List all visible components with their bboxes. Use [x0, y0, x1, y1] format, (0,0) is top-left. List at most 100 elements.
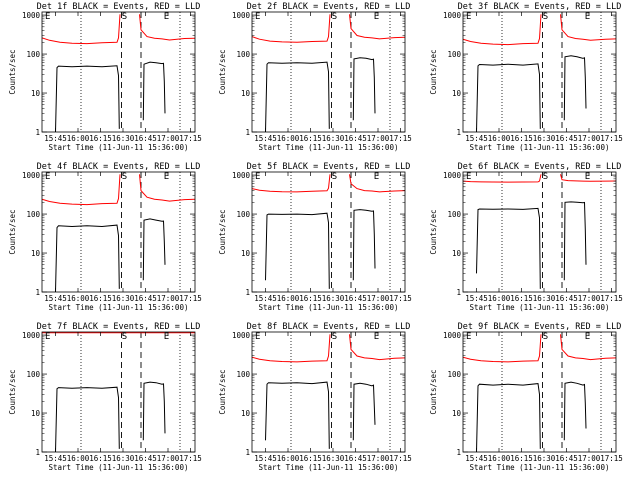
y-tick-label: 10 — [241, 89, 251, 98]
x-axis-label: Start Time (11-Jun-11 15:36:00) — [470, 143, 610, 152]
end-marker-label: E — [164, 332, 169, 342]
events-series-line — [563, 201, 587, 281]
x-tick-label: 16:30 — [533, 134, 556, 143]
end-marker-label: E — [45, 172, 50, 182]
x-tick-label: 16:15 — [299, 134, 322, 143]
panel-data — [42, 12, 195, 132]
y-tick-label: 10 — [452, 89, 462, 98]
y-tick-label: 1 — [35, 448, 40, 457]
y-tick-label: 10 — [31, 89, 41, 98]
x-tick-label: 16:15 — [89, 294, 112, 303]
panel-data — [463, 172, 616, 292]
x-tick-label: 16:45 — [555, 134, 578, 143]
events-series-line — [265, 381, 330, 449]
panel-frame — [251, 11, 406, 133]
x-tick-label: 17:00 — [157, 134, 180, 143]
lld-series-line — [42, 14, 121, 45]
y-tick-label: 10 — [452, 409, 462, 418]
end-marker-label: E — [374, 172, 379, 182]
panel-frame — [41, 331, 196, 453]
x-tick-label: 16:00 — [277, 454, 300, 463]
panel-title: Det 3f BLACK = Events, RED = LLD — [458, 2, 622, 12]
panel-title: Det 4f BLACK = Events, RED = LLD — [37, 162, 201, 172]
start-marker-label: S — [122, 332, 127, 342]
end-marker-label: E — [466, 332, 471, 342]
lld-series-line — [463, 174, 542, 183]
end-marker-label: E — [374, 12, 379, 22]
x-tick-label: 17:00 — [367, 454, 390, 463]
events-series-line — [142, 381, 166, 441]
x-tick-label: 16:15 — [89, 454, 112, 463]
y-tick-label: 1 — [456, 128, 461, 137]
events-series-line — [142, 218, 166, 281]
lld-series-line — [139, 14, 195, 41]
panel-title: Det 1f BLACK = Events, RED = LLD — [37, 2, 201, 12]
x-tick-label: 15:45 — [44, 134, 67, 143]
lld-series-line — [252, 174, 331, 193]
panel-data — [252, 12, 405, 132]
x-tick-label: 15:45 — [254, 134, 277, 143]
start-marker-label: S — [332, 172, 337, 182]
x-tick-label: 16:30 — [112, 134, 135, 143]
lld-series-line — [349, 334, 405, 361]
lld-series-line — [349, 14, 405, 40]
x-tick-label: 17:15 — [600, 294, 623, 303]
end-marker-label: E — [585, 172, 590, 182]
start-marker-label: S — [543, 172, 548, 182]
y-axis-label: Counts/sec — [429, 369, 438, 414]
start-marker-label: S — [122, 172, 127, 182]
y-tick-label: 1000 — [22, 171, 41, 180]
panel-data — [42, 172, 195, 292]
x-axis-label: Start Time (11-Jun-11 15:36:00) — [49, 303, 189, 312]
events-series-line — [55, 65, 120, 132]
events-series-line — [142, 61, 166, 121]
panel-title: Det 7f BLACK = Events, RED = LLD — [37, 322, 201, 332]
events-series-line — [55, 224, 120, 292]
panel-data — [463, 332, 616, 452]
start-marker-label: S — [332, 332, 337, 342]
x-tick-label: 15:45 — [465, 454, 488, 463]
end-marker-label: E — [164, 172, 169, 182]
end-marker-label: E — [585, 332, 590, 342]
y-tick-label: 100 — [236, 370, 250, 379]
panel-frame — [251, 171, 406, 293]
x-tick-label: 16:45 — [555, 454, 578, 463]
x-tick-label: 16:30 — [112, 294, 135, 303]
x-tick-label: 15:45 — [254, 294, 277, 303]
start-marker-label: S — [543, 332, 548, 342]
x-tick-label: 16:00 — [488, 454, 511, 463]
lld-series-line — [560, 334, 616, 361]
end-marker-label: E — [466, 12, 471, 22]
y-tick-label: 100 — [447, 370, 461, 379]
lld-series-line — [560, 174, 616, 182]
y-axis-label: Counts/sec — [8, 49, 17, 94]
x-tick-label: 16:00 — [277, 294, 300, 303]
end-marker-label: E — [45, 12, 50, 22]
x-tick-label: 17:15 — [179, 294, 202, 303]
end-marker-label: E — [255, 332, 260, 342]
y-tick-label: 1000 — [232, 331, 251, 340]
events-series-line — [352, 209, 376, 281]
panel-title: Det 8f BLACK = Events, RED = LLD — [247, 322, 411, 332]
y-tick-label: 1000 — [443, 331, 462, 340]
x-tick-label: 17:15 — [179, 454, 202, 463]
panel-frame — [462, 331, 617, 453]
panel-frame — [462, 11, 617, 133]
x-tick-label: 17:15 — [389, 454, 412, 463]
panel-frame — [251, 331, 406, 453]
y-tick-label: 1 — [35, 128, 40, 137]
y-axis-label: Counts/sec — [429, 49, 438, 94]
end-marker-label: E — [585, 12, 590, 22]
events-series-line — [476, 63, 541, 132]
events-series-line — [476, 383, 541, 452]
panel-title: Det 5f BLACK = Events, RED = LLD — [247, 162, 411, 172]
x-tick-label: 16:30 — [533, 294, 556, 303]
end-marker-label: E — [255, 12, 260, 22]
end-marker-label: E — [466, 172, 471, 182]
